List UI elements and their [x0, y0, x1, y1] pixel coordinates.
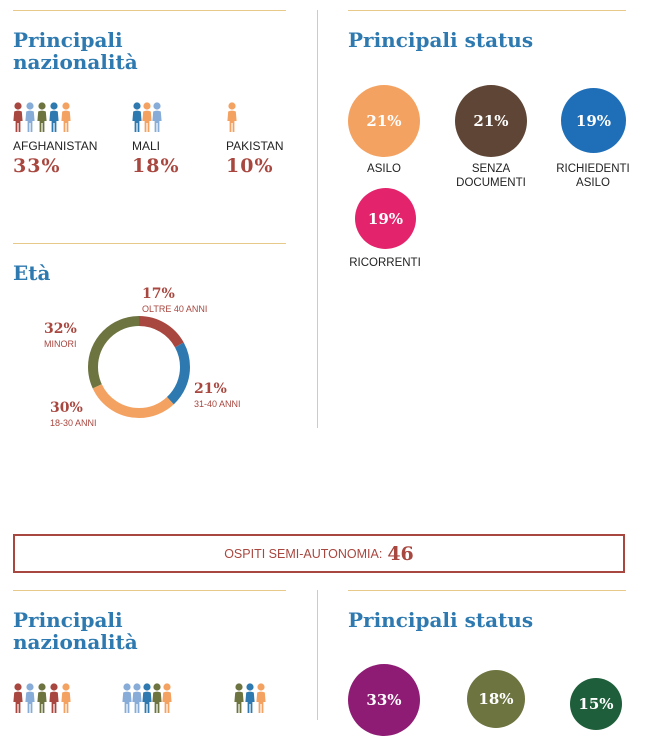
pakistan-people-icons — [227, 102, 237, 132]
status-label-richiedenti-asilo: RICHIEDENTI ASILO — [556, 163, 630, 189]
age-label-minors: MINORI — [44, 339, 77, 349]
afghanistan-people-icons — [13, 102, 71, 132]
status-circle-senza-documenti: 21% — [455, 85, 527, 157]
section2-nationality2-people-icons — [122, 683, 172, 713]
nationality-label-mali: MALI — [132, 139, 161, 153]
section2-status-circle-3: 15% — [570, 678, 622, 730]
status-circle-ricorrenti: 19% — [355, 188, 416, 249]
section2-divider-right — [348, 590, 626, 591]
age-label-over40: OLTRE 40 ANNI — [142, 304, 208, 314]
nationality-value-afghanistan: 33% — [13, 155, 61, 177]
age-value-over40: 17% — [142, 286, 175, 302]
age-segment-minors — [88, 316, 190, 418]
top-divider-right — [348, 10, 626, 11]
section2-nationality3-people-icons — [234, 683, 266, 713]
column-divider — [317, 10, 318, 428]
mali-people-icons — [132, 102, 162, 132]
age-label-18-30: 18-30 ANNI — [50, 418, 97, 428]
nationality-label-pakistan: PAKISTAN — [226, 139, 284, 153]
age-divider — [13, 243, 286, 244]
age-value-31-40: 21% — [194, 381, 227, 397]
banner-value: 46 — [387, 542, 414, 565]
section2-divider-left — [13, 590, 286, 591]
nationalities-title: Principali nazionalità — [13, 28, 138, 74]
top-divider-left — [13, 10, 286, 11]
status-label-ricorrenti: RICORRENTI — [349, 257, 421, 269]
nationality-value-mali: 18% — [132, 155, 180, 177]
nationality-label-afghanistan: AFGHANISTAN — [13, 139, 98, 153]
age-segment-31-40 — [88, 316, 190, 418]
section2-nationalities-title: Principali nazionalità — [13, 608, 138, 654]
section2-status-circle-2: 18% — [467, 670, 525, 728]
age-segment-18-30 — [88, 316, 190, 418]
nationality-value-pakistan: 10% — [226, 155, 274, 177]
age-value-minors: 32% — [44, 321, 77, 337]
status-title: Principali status — [348, 28, 534, 52]
status-circle-asilo: 21% — [348, 85, 420, 157]
age-donut-chart — [88, 316, 190, 418]
section2-status-title: Principali status — [348, 608, 534, 632]
age-title: Età — [13, 261, 51, 285]
section2-column-divider — [317, 590, 318, 720]
age-label-31-40: 31-40 ANNI — [194, 399, 241, 409]
section2-status-circle-1: 33% — [348, 664, 420, 736]
status-label-asilo: ASILO — [367, 163, 401, 175]
age-value-18-30: 30% — [50, 400, 83, 416]
status-circle-richiedenti-asilo: 19% — [561, 88, 626, 153]
status-label-senza-documenti: SENZA DOCUMENTI — [456, 163, 526, 189]
section2-nationality1-people-icons — [13, 683, 71, 713]
banner-label: OSPITI SEMI-AUTONOMIA: — [224, 546, 383, 561]
guests-banner: OSPITI SEMI-AUTONOMIA: 46 — [13, 534, 625, 573]
